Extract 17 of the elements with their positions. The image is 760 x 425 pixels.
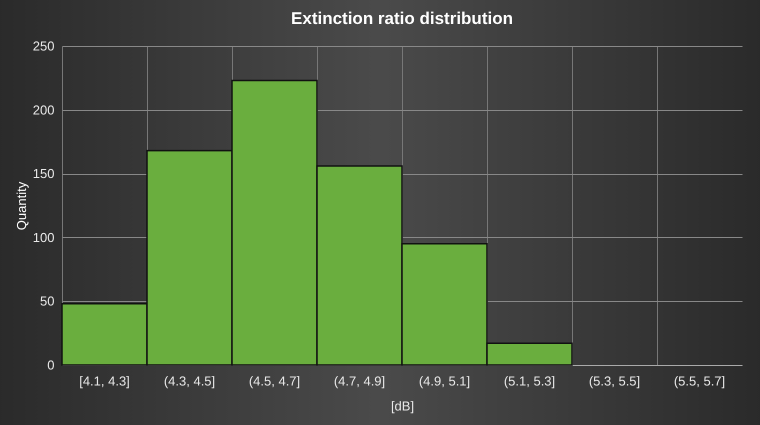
y-axis-title: Quantity [14, 181, 29, 230]
x-tick-label: (4.7, 4.9] [334, 374, 386, 388]
x-tick-label: (5.5, 5.7] [674, 374, 726, 388]
x-tick-label: (4.5, 4.7] [248, 374, 300, 388]
x-tick-label: (5.3, 5.5] [588, 374, 640, 388]
y-tick-label: 200 [32, 102, 54, 118]
chart-title: Extinction ratio distribution [291, 9, 513, 28]
x-tick-label: [4.1, 4.3] [79, 374, 130, 388]
x-tick-label: (5.1, 5.3] [504, 374, 556, 388]
y-tick-label: 250 [32, 38, 54, 54]
y-tick-label: 100 [32, 230, 54, 245]
x-axis-title: [dB] [390, 398, 414, 414]
y-tick-label: 150 [32, 166, 54, 182]
x-tick-label: (4.9, 5.1] [418, 374, 470, 388]
y-tick-label: 0 [47, 358, 54, 372]
x-tick-label: (4.3, 4.5] [164, 374, 216, 388]
y-tick-label: 50 [40, 294, 54, 309]
